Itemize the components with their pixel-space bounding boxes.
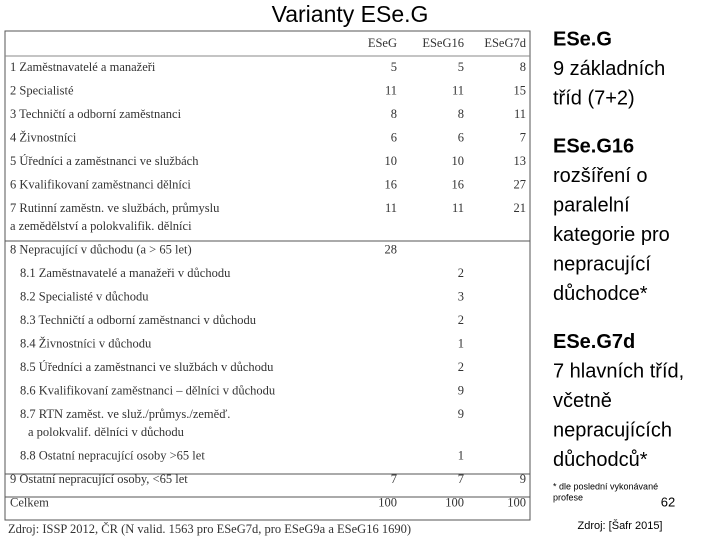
row-label: 2 Specialisté [10,83,74,97]
cell: 100 [445,495,464,509]
table-border [4,30,531,521]
row-label: 8.4 Živnostníci v důchodu [20,336,152,350]
note-line: důchodců* [553,449,648,471]
page-number: 62 [661,494,675,509]
row-label: 9 Ostatní nepracující osoby, <65 let [10,472,188,486]
cell: 7 [391,472,397,486]
row-label: 8.2 Specialisté v důchodu [20,289,149,303]
cell: 8 [458,107,464,121]
cell: 11 [514,107,526,121]
cell: 100 [378,495,397,509]
cell: 6 [458,130,464,144]
row-label: 1 Zaměstnavatelé a manažeři [10,60,156,74]
note-line: 7 hlavních tříd, [553,360,684,382]
row-label: 8.6 Kvalifikovaní zaměstnanci – dělníci … [20,383,276,397]
column-header: ESeG16 [422,36,464,50]
cell: 10 [452,154,465,168]
row-label: a zemědělství a polokvalifik. dělníci [10,219,192,233]
cell: 16 [452,177,465,191]
cell: 9 [458,383,464,397]
cell: 3 [458,289,464,303]
note-line: rozšíření o [553,165,647,187]
cell: 5 [391,60,397,74]
cell: 11 [385,83,397,97]
cell: 11 [452,201,464,215]
note-heading: ESe.G7d [553,331,635,353]
cell: 7 [520,130,526,144]
note-line: 9 základních [553,58,665,80]
note-line: včetně [553,390,612,412]
cell: 9 [458,407,464,421]
cell: 28 [385,242,398,256]
cell: 1 [458,336,464,350]
row-label: 8.7 RTN zaměst. ve služ./průmys./zeměď. [20,407,230,421]
cell: 13 [514,154,527,168]
row-label: 8.3 Techničtí a odborní zaměstnanci v dů… [20,313,257,327]
note-heading: ESe.G [553,28,612,50]
cell: 10 [385,154,398,168]
row-label: 5 Úředníci a zaměstnanci ve službách [10,154,199,168]
cell: 16 [385,177,398,191]
cell: 11 [385,201,397,215]
note-line: kategorie pro [553,224,670,246]
cell: 7 [458,472,464,486]
row-label: Celkem [10,495,49,509]
note-line: paralelní [553,194,630,216]
cell: 100 [507,495,526,509]
row-label: 4 Živnostníci [10,130,77,144]
row-label: 8.1 Zaměstnavatelé a manažeři v důchodu [20,266,231,280]
cell: 2 [458,266,464,280]
note-line: tříd (7+2) [553,87,635,109]
row-label: 3 Techničtí a odborní zaměstnanci [10,107,182,121]
slide-title: Varianty ESe.G [272,1,429,27]
cell: 15 [514,83,527,97]
cell: 2 [458,360,464,374]
cell: 8 [520,60,526,74]
cell: 2 [458,313,464,327]
column-header: ESeG [368,36,397,50]
row-label: 6 Kvalifikovaní zaměstnanci dělníci [10,177,191,191]
footnote: * dle poslední vykonávané [553,481,658,491]
cell: 5 [458,60,464,74]
row-label: 8 Nepracující v důchodu (a > 65 let) [10,242,192,256]
note-line: nepracující [553,253,651,275]
note-line: důchodce* [553,283,648,305]
table-source: Zdroj: ISSP 2012, ČR (N valid. 1563 pro … [8,522,411,536]
note-heading: ESe.G16 [553,135,634,157]
cell: 9 [520,472,526,486]
cell: 1 [458,448,464,462]
reference: Zdroj: [Šafr 2015] [578,519,663,532]
row-label: 7 Rutinní zaměstn. ve službách, průmyslu [10,201,220,215]
cell: 6 [391,130,397,144]
cell: 8 [391,107,397,121]
cell: 27 [514,177,527,191]
row-label: a polokvalif. dělníci v důchodu [28,425,185,439]
column-header: ESeG7d [484,36,526,50]
note-line: nepracujících [553,419,672,441]
cell: 11 [452,83,464,97]
row-label: 8.8 Ostatní nepracující osoby >65 let [20,448,205,462]
footnote: profese [553,492,583,502]
row-label: 8.5 Úředníci a zaměstnanci ve službách v… [20,360,274,374]
cell: 21 [514,201,527,215]
